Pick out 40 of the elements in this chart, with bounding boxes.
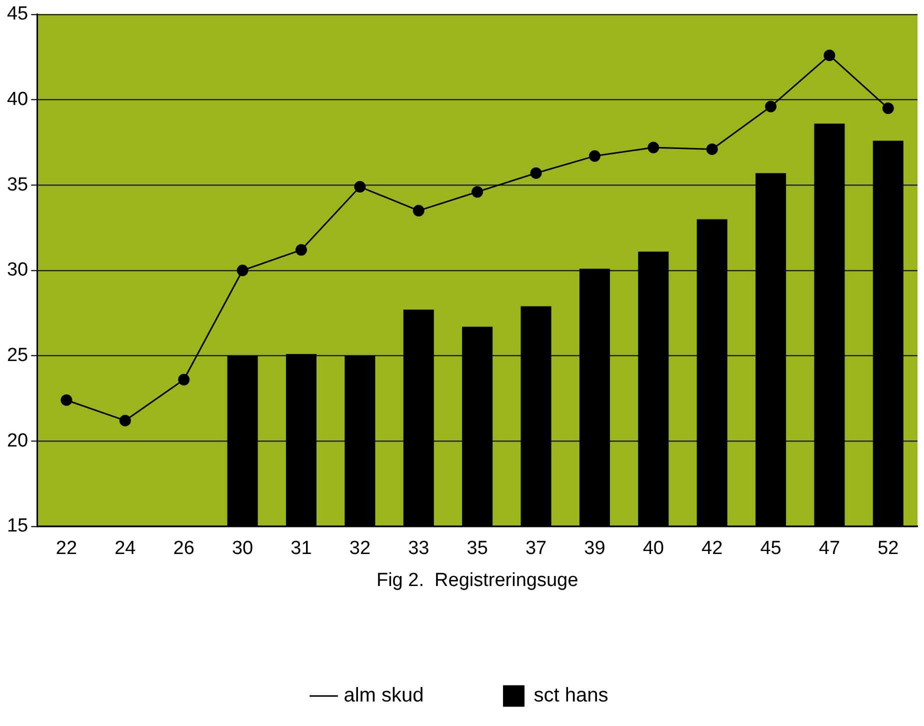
x-tick-label: 37 <box>525 538 547 560</box>
point <box>295 244 307 256</box>
x-tick-label: 52 <box>878 538 899 560</box>
point <box>178 374 190 386</box>
x-tick-label: 35 <box>466 538 488 560</box>
point <box>882 102 894 114</box>
point <box>354 181 366 193</box>
y-tick-label: 45 <box>6 4 28 25</box>
point <box>706 143 718 155</box>
x-tick-label: 33 <box>408 538 430 560</box>
point <box>119 414 131 426</box>
x-tick-label: 39 <box>584 538 606 560</box>
x-tick-label: 26 <box>173 538 194 560</box>
point <box>765 100 777 112</box>
point <box>824 50 836 62</box>
x-tick-label: 40 <box>642 538 664 560</box>
point <box>648 142 660 154</box>
point <box>472 186 484 198</box>
x-tick-label: 30 <box>232 538 254 560</box>
y-tick-label: 15 <box>6 516 28 537</box>
point <box>60 394 72 406</box>
legend-label: sct hans <box>534 684 608 707</box>
x-tick-label: 31 <box>290 538 312 560</box>
x-tick-label: 42 <box>702 538 723 560</box>
point <box>588 150 600 162</box>
y-tick-label: 20 <box>6 430 28 452</box>
x-axis-title: Fig 2. Registreringsuge <box>376 570 578 591</box>
y-tick-label: 35 <box>6 174 28 196</box>
point <box>530 167 542 179</box>
y-tick-label: 40 <box>6 88 28 110</box>
y-tick-label: 30 <box>6 260 28 281</box>
y-tick-label: 25 <box>6 344 28 366</box>
x-tick-label: 47 <box>818 538 840 560</box>
point <box>412 204 424 216</box>
x-tick-label: 32 <box>349 538 371 560</box>
x-tick-label: 24 <box>114 538 136 560</box>
x-tick-label: 45 <box>760 538 782 560</box>
x-tick-label: 22 <box>56 538 78 560</box>
legend-label: alm skud <box>344 684 424 707</box>
point <box>236 264 248 276</box>
